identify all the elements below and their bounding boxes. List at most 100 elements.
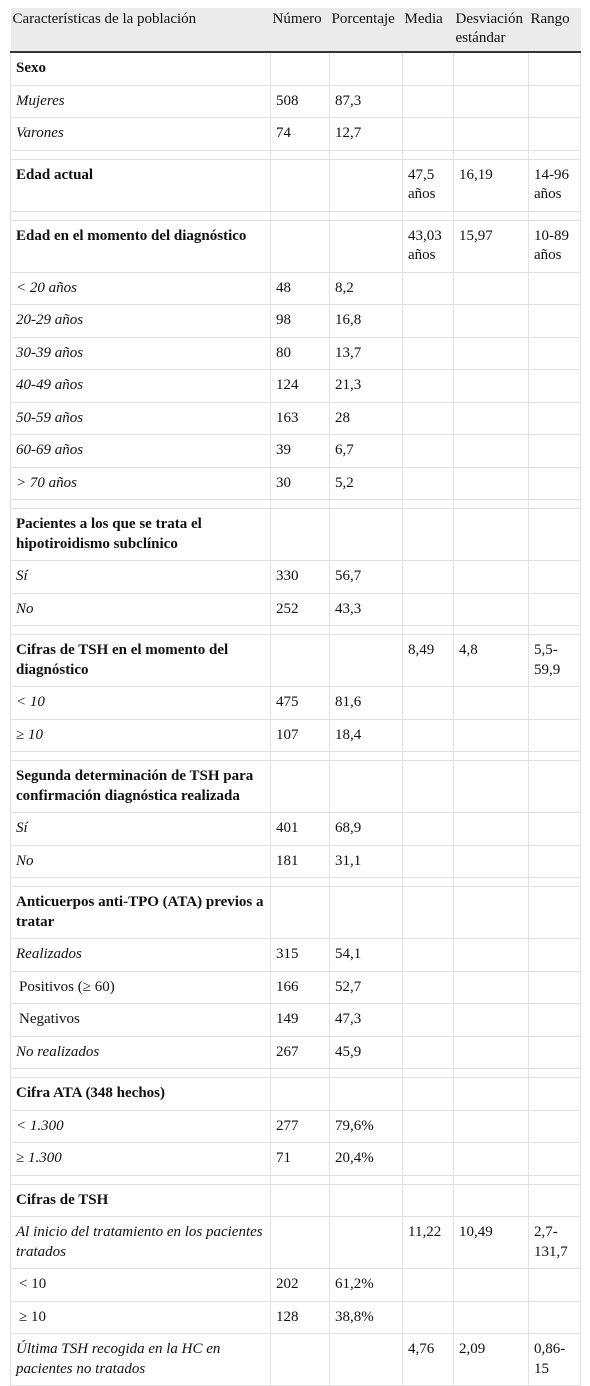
- cell: [528, 434, 581, 468]
- cell: [453, 1300, 529, 1334]
- spacer-row: [10, 210, 581, 221]
- section-row: Cifras de TSH en el momento del diagnóst…: [10, 634, 581, 687]
- cell: [453, 84, 529, 118]
- cell: [528, 1035, 581, 1069]
- cell: [528, 51, 581, 86]
- cell: [528, 760, 581, 813]
- row-label: Sí: [10, 560, 271, 594]
- cell: [402, 1142, 454, 1176]
- section-row: Edad actual 47,5 años 16,19 14-96 años: [10, 158, 581, 212]
- spacer: [10, 149, 271, 160]
- row-label: > 70 años: [10, 466, 271, 500]
- spacer: [10, 210, 271, 221]
- row-label: Mujeres: [10, 84, 271, 118]
- data-row: Sí 401 68,9: [10, 812, 581, 846]
- cell: [402, 812, 454, 846]
- cell: [528, 1300, 581, 1334]
- spacer: [270, 210, 330, 221]
- spacer: [270, 751, 330, 761]
- cell: 8,2: [329, 271, 403, 305]
- cell: [329, 51, 403, 86]
- spacer: [270, 149, 330, 160]
- data-row: ≥ 10 107 18,4: [10, 718, 581, 752]
- cell: [528, 560, 581, 594]
- cell: 61,2%: [329, 1268, 403, 1302]
- spacer: [453, 1068, 529, 1078]
- cell: [402, 271, 454, 305]
- cell: [402, 117, 454, 151]
- cell: [329, 1333, 403, 1386]
- cell: 4,8: [453, 634, 529, 687]
- cell: 68,9: [329, 812, 403, 846]
- spacer: [528, 1068, 581, 1078]
- cell: [402, 1300, 454, 1334]
- cell: 81,6: [329, 686, 403, 720]
- cell: [402, 886, 454, 939]
- cell: [528, 844, 581, 878]
- cell: 43,3: [329, 592, 403, 626]
- cell: 252: [270, 592, 330, 626]
- row-label: 60-69 años: [10, 434, 271, 468]
- cell: 166: [270, 970, 330, 1004]
- column-header: Desviación estándar: [453, 8, 529, 53]
- cell: [402, 466, 454, 500]
- cell: [270, 1183, 330, 1217]
- spacer-row: [10, 1068, 581, 1078]
- cell: 45,9: [329, 1035, 403, 1069]
- cell: 277: [270, 1109, 330, 1143]
- cell: [329, 158, 403, 212]
- cell: [528, 1109, 581, 1143]
- cell: [402, 1183, 454, 1217]
- spacer: [453, 149, 529, 160]
- cell: [453, 812, 529, 846]
- cell: [402, 84, 454, 118]
- column-header: Porcentaje: [329, 8, 403, 53]
- data-row: 20-29 años 98 16,8: [10, 304, 581, 338]
- section-title: Cifras de TSH: [10, 1183, 271, 1217]
- row-label: 40-49 años: [10, 369, 271, 403]
- cell: [270, 508, 330, 561]
- cell: [528, 886, 581, 939]
- cell: [402, 560, 454, 594]
- spacer: [402, 625, 454, 635]
- cell: 5,2: [329, 466, 403, 500]
- table-body: Sexo Mujeres 508 87,3 Varones 74 12,7 Edad actu…: [10, 51, 581, 1386]
- row-label: Positivos (≥ 60): [10, 970, 271, 1004]
- row-label: < 1.300: [10, 1109, 271, 1143]
- spacer: [10, 499, 271, 509]
- spacer: [270, 499, 330, 509]
- cell: 56,7: [329, 560, 403, 594]
- cell: [453, 718, 529, 752]
- cell: [453, 592, 529, 626]
- spacer: [10, 877, 271, 887]
- cell: [402, 938, 454, 972]
- cell: [528, 1003, 581, 1037]
- section-row: Cifras de TSH: [10, 1183, 581, 1217]
- row-label: < 10: [10, 686, 271, 720]
- cell: 13,7: [329, 336, 403, 370]
- cell: 8,49: [402, 634, 454, 687]
- cell: [270, 219, 330, 273]
- spacer-row: [10, 499, 581, 509]
- cell: 21,3: [329, 369, 403, 403]
- section-title: Pacientes a los que se trata el hipotiro…: [10, 508, 271, 561]
- cell: 0,86-15: [528, 1333, 581, 1386]
- spacer: [453, 499, 529, 509]
- cell: [528, 117, 581, 151]
- cell: 31,1: [329, 844, 403, 878]
- cell: [453, 466, 529, 500]
- row-label: ≥ 10: [10, 1300, 271, 1334]
- row-label: 20-29 años: [10, 304, 271, 338]
- spacer: [528, 751, 581, 761]
- row-label: Al inicio del tratamiento en los pacient…: [10, 1216, 271, 1269]
- column-header: Media: [402, 8, 454, 53]
- spacer: [453, 751, 529, 761]
- cell: [453, 336, 529, 370]
- spacer: [270, 1174, 330, 1185]
- section-title: Anticuerpos anti-TPO (ATA) previos a tra…: [10, 886, 271, 939]
- data-row: 30-39 años 80 13,7: [10, 336, 581, 370]
- data-row: 60-69 años 39 6,7: [10, 434, 581, 468]
- cell: [329, 634, 403, 687]
- spacer: [402, 877, 454, 887]
- cell: [270, 1333, 330, 1386]
